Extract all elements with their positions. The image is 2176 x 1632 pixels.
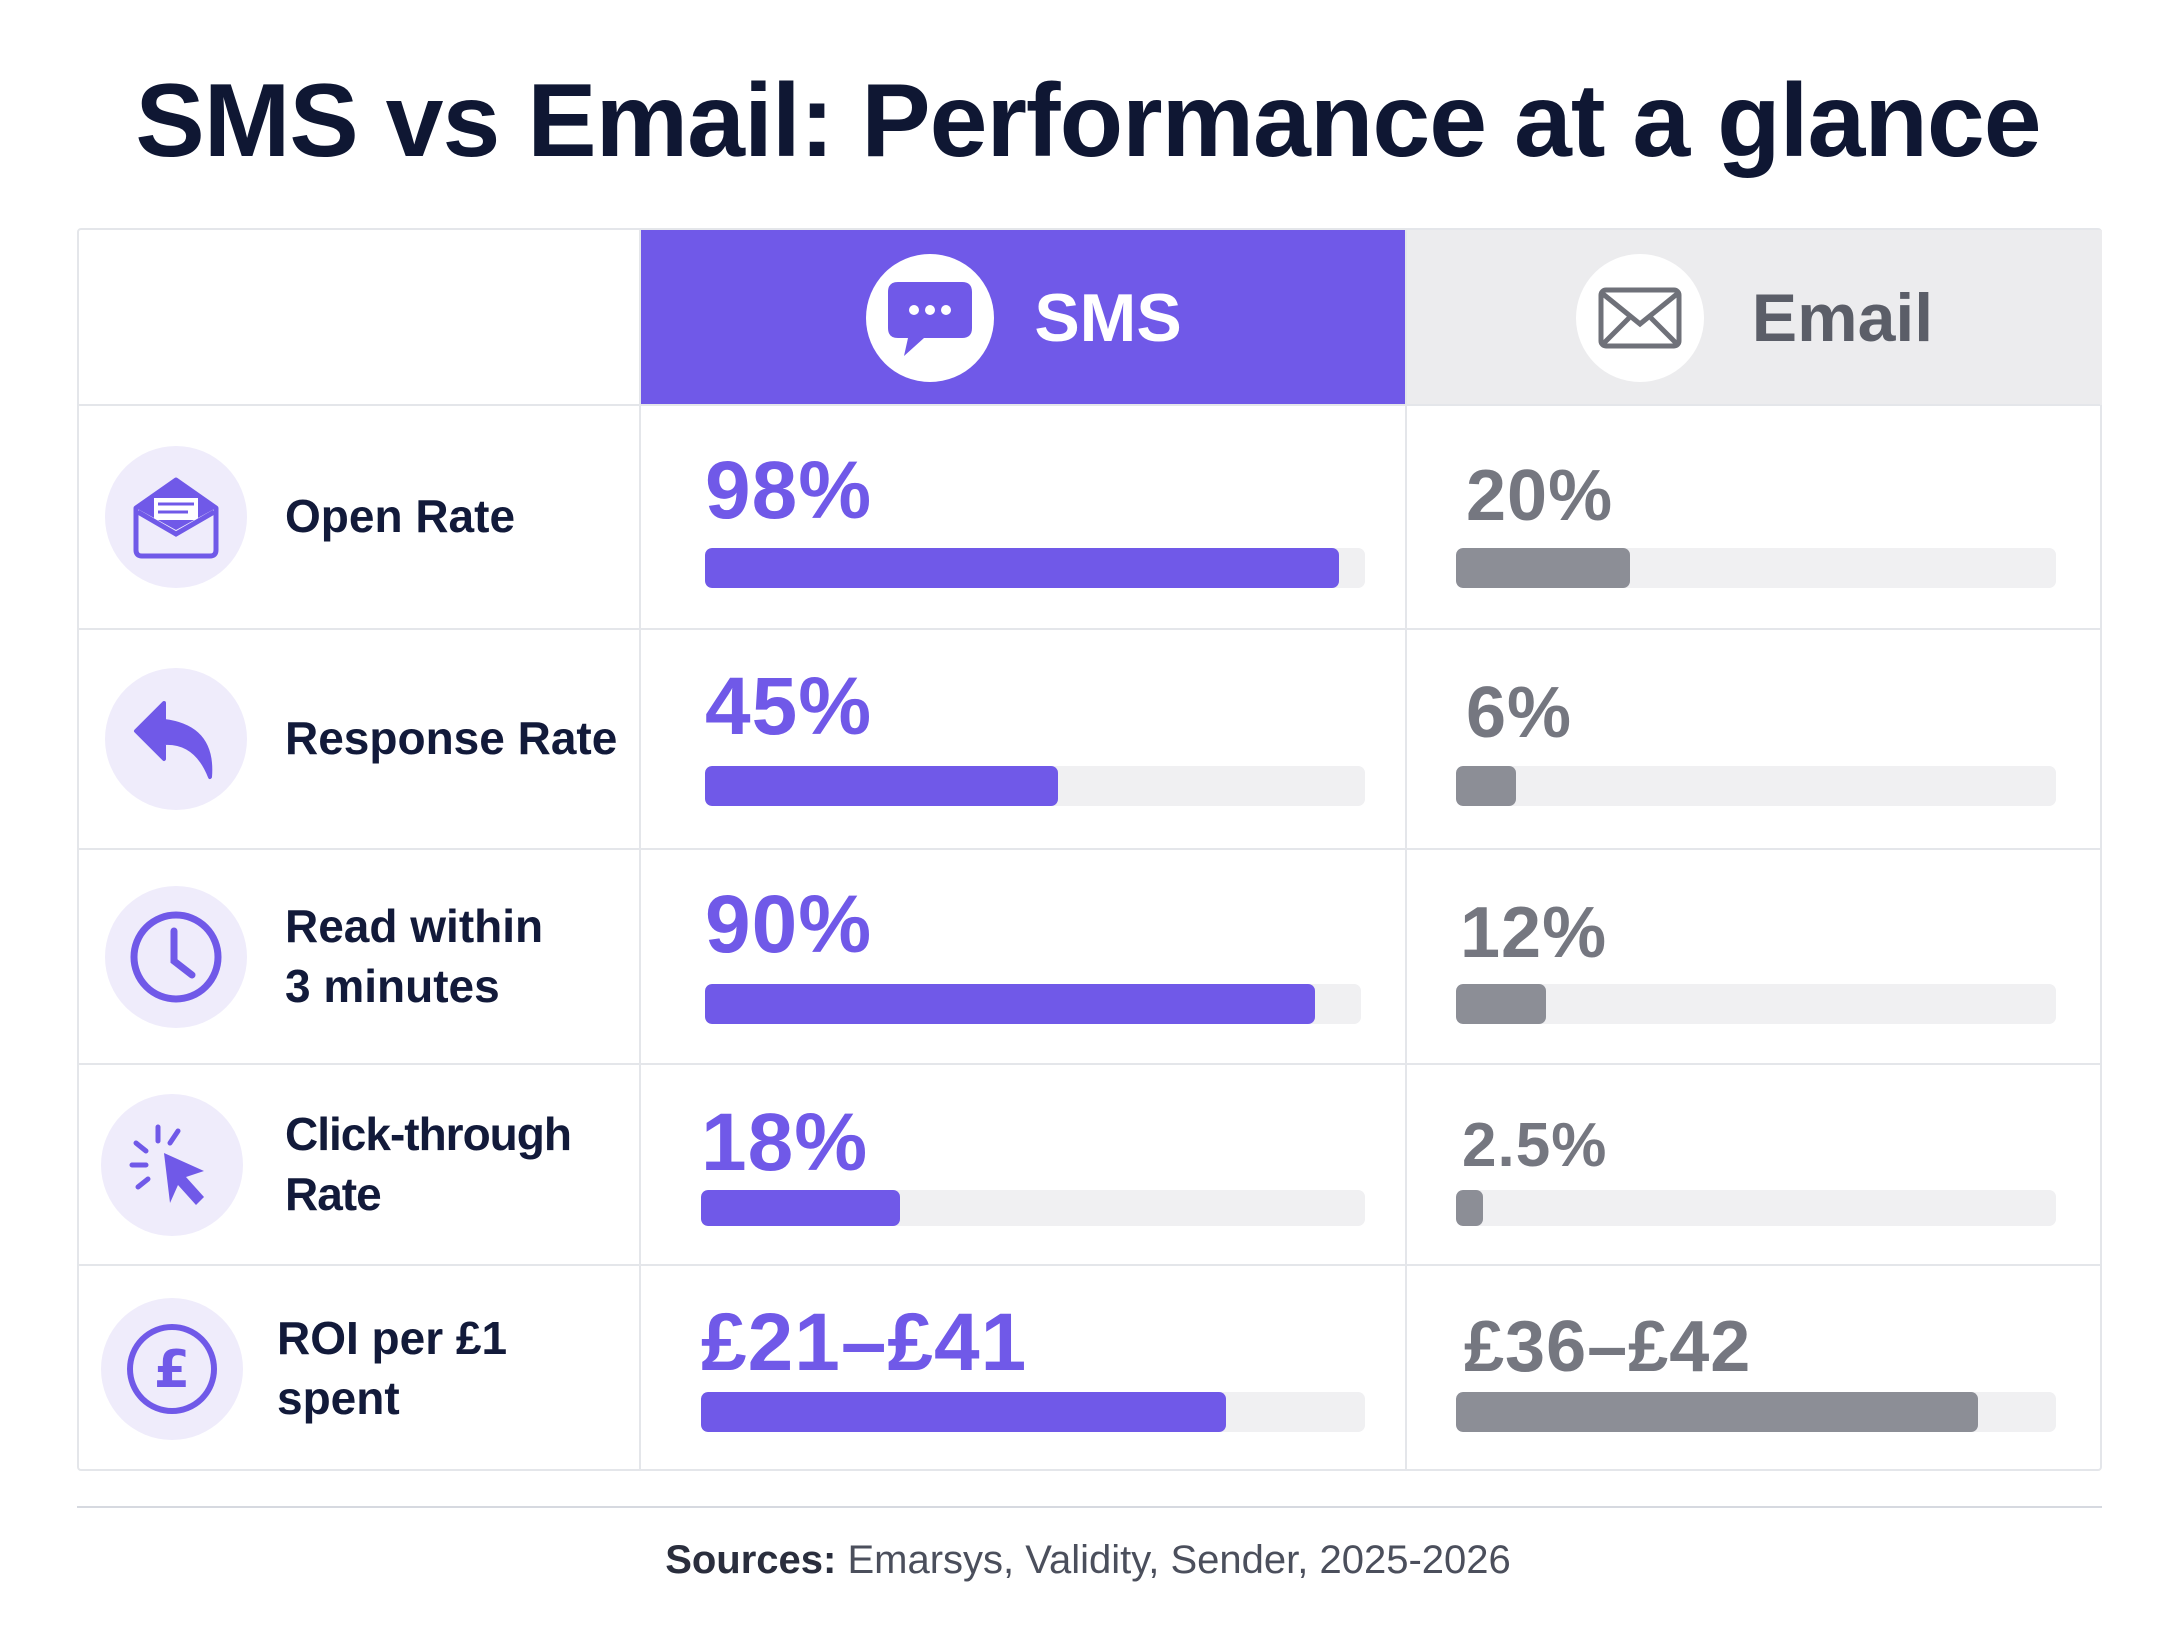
email-value-response-rate: 6% [1466,673,1573,753]
row-label-line2: 3 minutes [285,959,500,1012]
sms-value-open-rate: 98% [705,445,873,536]
row-roi-per-pound: £ ROI per £1 spent [79,1266,641,1471]
sources-label: Sources: [665,1538,837,1582]
row-read-within-3-minutes: Read within 3 minutes [79,850,641,1063]
sms-bar-fill-read-within-3-minutes [705,984,1316,1024]
email-value-read-within-3-minutes: 12% [1460,893,1608,973]
sms-bar-response-rate [705,766,1365,806]
sources-text: Emarsys, Validity, Sender, 2025-2026 [836,1538,1511,1582]
email-bar-fill-click-through-rate [1456,1190,1483,1226]
comparison-table: SMS Email Open Rate 98% [77,228,2102,1471]
email-bar-read-within-3-minutes [1456,984,2056,1024]
sms-bar-open-rate [705,548,1365,588]
sms-column-label: SMS [1034,279,1182,356]
email-value-roi: £36–£42 [1464,1307,1752,1387]
email-bar-response-rate [1456,766,2056,806]
row-open-rate: Open Rate [79,406,641,628]
sms-bar-click-through-rate [701,1190,1365,1226]
row-response-rate: Response Rate [79,630,641,848]
email-bar-fill-roi [1456,1392,1978,1432]
open-envelope-icon [105,446,247,588]
email-value-click-through-rate: 2.5% [1462,1111,1608,1180]
sms-bar-fill-roi [701,1392,1226,1432]
footer-divider [77,1506,2102,1508]
row-label-open-rate: Open Rate [285,490,516,543]
sms-value-response-rate: 45% [705,661,873,752]
sms-value-read-within-3-minutes: 90% [705,879,873,970]
sms-bar-roi [701,1392,1365,1432]
row-label-roi-per-pound: ROI per £1 spent [277,1311,508,1424]
sms-bar-read-within-3-minutes [705,984,1361,1024]
chat-bubble-icon [866,253,995,382]
email-bar-fill-response-rate [1456,766,1516,806]
sms-value-click-through-rate: 18% [701,1097,869,1188]
svg-text:£: £ [154,1340,190,1400]
email-bar-fill-read-within-3-minutes [1456,984,1546,1024]
sms-column-header: SMS [641,230,1407,405]
email-bar-roi [1456,1392,2056,1432]
page-title: SMS vs Email: Performance at a glance [135,63,2041,179]
reply-arrow-icon [105,668,247,810]
pound-coin-icon: £ [101,1297,243,1440]
email-column-header: Email [1407,230,2102,405]
sms-value-roi: £21–£41 [701,1297,1028,1388]
sms-bar-fill-open-rate [705,548,1339,588]
sources-note: Sources: Emarsys, Validity, Sender, 2025… [0,1538,2176,1583]
sms-bar-fill-response-rate [705,766,1059,806]
row-label-click-through-rate: Click-through Rate [285,1107,572,1220]
row-label-line1: Read within [285,899,544,952]
cursor-click-icon [101,1093,243,1236]
email-value-open-rate: 20% [1466,456,1614,536]
envelope-icon [1575,253,1704,382]
email-column-label: Email [1751,279,1934,356]
clock-icon [105,885,247,1028]
email-bar-click-through-rate [1456,1190,2056,1226]
sms-bar-fill-click-through-rate [701,1190,901,1226]
row-label-response-rate: Response Rate [285,712,618,765]
email-bar-fill-open-rate [1456,548,1630,588]
row-label-read-within-3-minutes: Read within 3 minutes [285,897,543,1017]
email-bar-open-rate [1456,548,2056,588]
row-click-through-rate: Click-through Rate [79,1065,641,1264]
